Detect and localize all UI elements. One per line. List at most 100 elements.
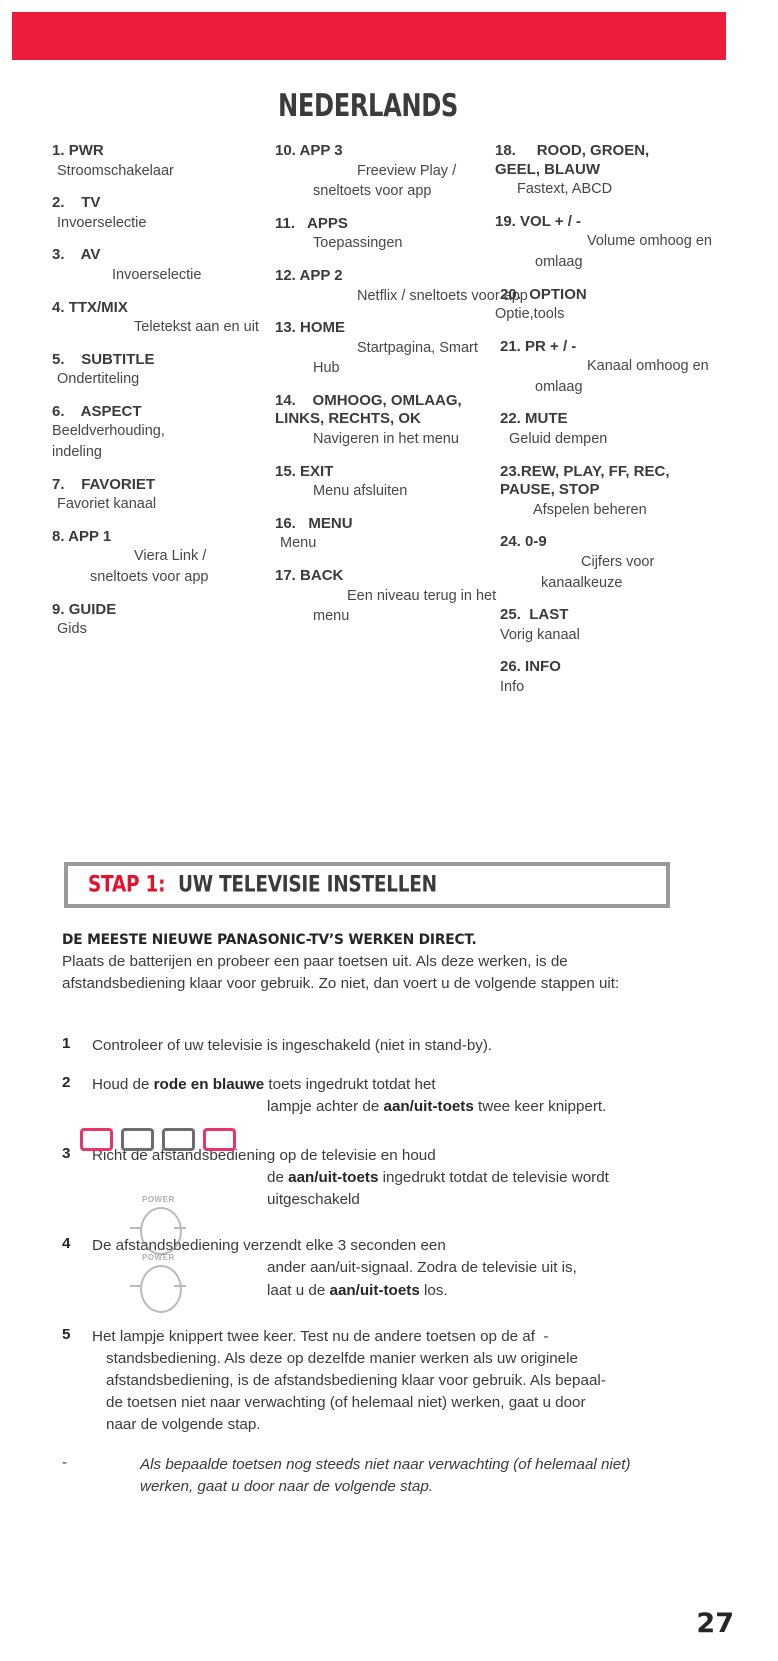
step-text-c: toets ingedrukt totdat het xyxy=(264,1076,436,1094)
legend-label: GUIDE xyxy=(68,600,117,618)
footnote-text: Als bepaalde toetsen nog steeds niet naa… xyxy=(140,1454,752,1498)
legend-desc: Stroomschakelaar xyxy=(57,162,174,179)
legend-entry: 14. OMHOOG, OMLAAG, LINKS, RECHTS, OK Na… xyxy=(275,392,490,450)
legend-label: VOL + / - xyxy=(520,212,582,230)
intro-block: DE MEESTE NIEUWE PANASONIC-TV’S WERKEN D… xyxy=(62,932,712,996)
legend-num: 1. xyxy=(52,142,65,159)
step-text-bold: aan/uit-toets xyxy=(288,1168,379,1186)
legend-num: 6. xyxy=(52,402,65,420)
legend-entry: 22. MUTE Geluid dempen xyxy=(495,410,715,449)
step-text: Controleer of uw televisie is ingeschake… xyxy=(92,1035,752,1057)
footnote: - Als bepaalde toetsen nog steeds niet n… xyxy=(62,1454,752,1498)
legend-num: 4. xyxy=(52,298,65,316)
legend-entry: 16. MENU Menu xyxy=(275,515,490,554)
step-item-5: 5 Het lampje knippert twee keer. Test nu… xyxy=(62,1326,752,1437)
legend-desc: Afspelen beheren xyxy=(533,501,647,518)
legend-desc: Een niveau terug in het menu xyxy=(313,587,501,625)
step-text-bold: aan/uit-toets xyxy=(329,1281,420,1299)
footnote-line: werken, gaat u door naar de volgende sta… xyxy=(140,1477,433,1495)
step-line: lampje achter de aan/uit-toets twee keer… xyxy=(92,1096,752,1118)
legend-entry: 10. APP 3 Freeview Play / sneltoets voor… xyxy=(275,142,490,202)
legend-num: 10. xyxy=(275,142,296,159)
step-banner-heading: UW TELEVISIE INSTELLEN xyxy=(177,872,437,898)
intro-lead-bold: DE MEESTE NIEUWE PANASONIC-TV’S WERKEN D… xyxy=(62,932,477,948)
legend-desc: Favoriet kanaal xyxy=(57,496,157,513)
legend-entry: 3. AV Invoerselectie xyxy=(52,246,267,285)
footnote-dash: - xyxy=(62,1453,68,1471)
legend-entry: 7. FAVORIET Favoriet kanaal xyxy=(52,476,267,515)
legend-desc: Gids xyxy=(57,621,87,638)
step-line: standsbediening. Als deze op dezelfde ma… xyxy=(106,1349,578,1367)
legend-label: INFO xyxy=(525,658,561,676)
legend-desc: Beeldverhouding, indeling xyxy=(52,423,169,461)
step-number: 3 xyxy=(62,1144,71,1162)
legend-num: 20. xyxy=(500,285,521,303)
legend-num: 7. xyxy=(52,475,65,493)
steps-list: 1 Controleer of uw televisie is ingescha… xyxy=(62,1035,752,1498)
legend-num: 3. xyxy=(52,246,65,264)
legend-label: SUBTITLE xyxy=(81,350,155,368)
legend-label: EXIT xyxy=(300,462,334,480)
step-number: 5 xyxy=(62,1325,71,1343)
legend-num: 21. xyxy=(500,337,521,355)
legend-label: HOME xyxy=(300,319,346,337)
legend-label: ROOD, GROEN, GEEL, BLAUW xyxy=(495,142,654,178)
step-line: naar de volgende stap. xyxy=(106,1416,261,1434)
legend-num: 13. xyxy=(275,319,296,337)
page-title: NEDERLANDS xyxy=(278,88,458,124)
legend-desc: Volume omhoog en omlaag xyxy=(535,233,716,270)
legend-desc: Netflix / sneltoets voor app xyxy=(357,287,528,304)
legend-desc: Invoerselectie xyxy=(112,266,202,283)
legend-entry: 1. PWR Stroomschakelaar xyxy=(52,142,267,181)
legend-entry: 19. VOL + / - Volume omhoog en omlaag xyxy=(495,213,715,273)
step-text: Het lampje knippert twee keer. Test nu d… xyxy=(92,1326,752,1437)
legend-desc: Viera Link / sneltoets voor app xyxy=(90,548,211,585)
step-line: de aan/uit-toets ingedrukt totdat de tel… xyxy=(92,1167,752,1189)
power-icon-oval xyxy=(140,1207,182,1255)
step-number: 2 xyxy=(62,1074,71,1092)
legend-label: OPTION xyxy=(529,285,587,303)
red-button-icon xyxy=(80,1128,113,1151)
legend-num: 8. xyxy=(52,527,65,545)
legend-label: REW, PLAY, FF, REC, PAUSE, STOP xyxy=(500,462,674,499)
legend-label: PWR xyxy=(68,142,104,159)
legend-entry: 12. APP 2 Netflix / sneltoets voor app xyxy=(275,267,528,306)
legend-num: 26. xyxy=(500,658,521,676)
step-text-c: twee keer knippert. xyxy=(473,1098,607,1116)
legend-desc: Navigeren in het menu xyxy=(313,431,459,448)
footnote-line: Als bepaalde toetsen nog steeds niet naa… xyxy=(140,1455,631,1473)
legend-label: 0-9 xyxy=(525,533,547,551)
step-text-c: ingedrukt totdat de televisie wordt xyxy=(378,1168,609,1186)
legend-entry: 6. ASPECT Beeldverhouding, indeling xyxy=(52,403,267,463)
legend-entry: 24. 0-9 Cijfers voor kanaalkeuze xyxy=(495,533,715,593)
step-text-a: Houd de xyxy=(92,1076,154,1094)
legend-desc: Ondertiteling xyxy=(57,371,140,388)
legend-num: 19. xyxy=(495,212,516,230)
step-number: 4 xyxy=(62,1235,71,1253)
legend-entry: 20. OPTION Optie,tools xyxy=(495,286,715,325)
power-icon-tick-left xyxy=(130,1227,142,1229)
legend-label: BACK xyxy=(300,566,344,584)
legend-num: 2. xyxy=(52,194,65,212)
header-red-band xyxy=(12,12,726,60)
step-line: afstandsbediening, is de afstandsbedieni… xyxy=(106,1372,606,1390)
legend-desc: Menu afsluiten xyxy=(313,483,408,500)
power-icon-tick-right xyxy=(174,1227,186,1229)
power-button-icon: POWER xyxy=(130,1253,186,1315)
step-text: De afstandsbediening verzendt elke 3 sec… xyxy=(92,1235,752,1302)
step-line: De afstandsbediening verzendt elke 3 sec… xyxy=(92,1237,446,1255)
step-text: Houd de rode en blauwe toets ingedrukt t… xyxy=(92,1074,752,1118)
legend-label: PR + / - xyxy=(525,337,577,355)
step-text-a: de xyxy=(267,1168,289,1186)
legend-desc: Menu xyxy=(280,535,317,552)
legend-column-3: 18. ROOD, GROEN, GEEL, BLAUW Fastext, AB… xyxy=(495,142,715,710)
legend-label: APP 3 xyxy=(299,142,343,159)
legend-num: 15. xyxy=(275,462,296,480)
legend-entry: 5. SUBTITLE Ondertiteling xyxy=(52,351,267,390)
legend-entry: 23.REW, PLAY, FF, REC, PAUSE, STOP Afspe… xyxy=(495,463,715,521)
legend-desc: Optie,tools xyxy=(495,306,565,323)
legend-desc: Info xyxy=(500,678,525,695)
legend-entry: 18. ROOD, GROEN, GEEL, BLAUW Fastext, AB… xyxy=(495,142,715,200)
power-icon-caption: POWER xyxy=(142,1195,175,1204)
legend-desc: Kanaal omhoog en omlaag xyxy=(535,358,713,395)
